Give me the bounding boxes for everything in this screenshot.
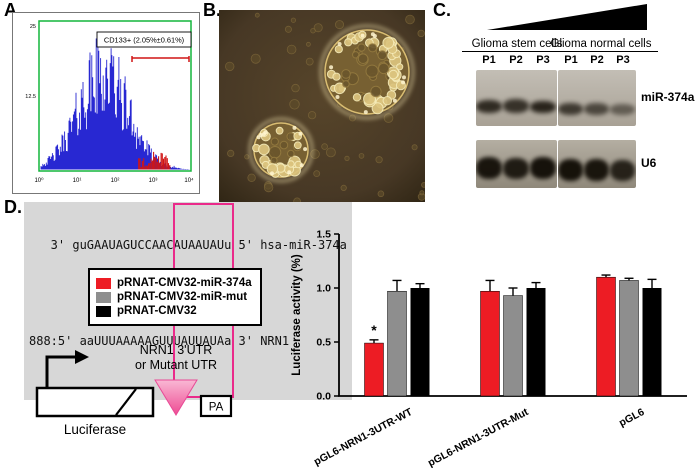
neurosphere-micrograph [219,10,425,202]
legend-label: pRNAT-CMV32-miR-mut [117,291,248,303]
flow-cytometry-plot: 25 12.5 10⁰ 10¹ 10² 10³ 10⁴ CD133+ (2.05… [12,12,200,194]
luciferase-label: Luciferase [64,422,126,437]
blot-band [558,159,583,181]
legend-swatch-gray [96,291,111,303]
blot-mir374a-stem [476,70,557,126]
blot-band [530,101,556,113]
panel-b-label: B. [203,0,221,20]
lane-label-p1: P1 [482,54,496,66]
promoter-arrow-icon [45,355,77,390]
sequence-alignment: 3' guGAAUAGUCCAACAUAAUAUu 5' hsa-miR-374… [24,202,352,400]
svg-text:*: * [371,322,377,338]
neurosphere-clusters [224,12,425,202]
lane-label-p3: P3 [616,54,630,66]
mirna-sequence-line: 3' guGAAUAGUCCAACAUAAUAUu 5' hsa-miR-374… [29,238,347,252]
blot-band [584,103,609,115]
luciferase-gene-box [35,386,155,418]
blot-u6-stem [476,140,557,188]
group-label-glioma-normal-cells: Glioma normal cells [544,38,658,52]
legend-item: pRNAT-CMV32 [96,305,252,317]
legend-item: pRNAT-CMV32-miR-374a [96,277,252,289]
flow-trace [40,38,190,170]
svg-text:1.0: 1.0 [316,283,331,295]
pa-box [199,394,233,418]
blot-band [584,159,609,181]
lane-label-p2: P2 [590,54,604,66]
blot-label-u6: U6 [641,156,657,170]
legend-label: pRNAT-CMV32-miR-374a [117,277,252,289]
svg-text:0.5: 0.5 [316,337,331,349]
blot-u6-normal [558,140,636,188]
svg-text:1.5: 1.5 [316,229,331,241]
construct-legend: pRNAT-CMV32-miR-374a pRNAT-CMV32-miR-mut… [88,268,262,326]
pa-label: PA [209,402,224,414]
panel-c-label: C. [433,0,451,20]
blot-band [503,158,529,179]
increasing-gradient-triangle-icon [487,4,647,30]
utr-label-line1: NRN1 3'UTR [140,343,213,357]
svg-text:Luciferase activity (%): Luciferase activity (%) [291,254,303,376]
svg-text:0.0: 0.0 [316,391,331,403]
flow-histogram-svg: 25 12.5 10⁰ 10¹ 10² 10³ 10⁴ CD133+ (2.05… [25,20,194,184]
lane-label-p2: P2 [509,54,523,66]
legend-item: pRNAT-CMV32-miR-mut [96,291,252,303]
flow-xtick: 10¹ [73,178,82,184]
utr-label-line2: or Mutant UTR [135,358,217,372]
blot-band [558,103,583,115]
legend-label: pRNAT-CMV32 [117,305,197,317]
gene-break-slash [115,388,137,416]
svg-text:pGL6-NRN1-3UTR-Mut: pGL6-NRN1-3UTR-Mut [426,406,531,468]
promoter-arrowhead-icon [75,350,89,364]
lane-label-p1: P1 [564,54,578,66]
legend-swatch-red [96,277,111,289]
flow-xtick: 10⁴ [184,177,194,184]
gate-annotation-box [96,31,192,48]
blot-band [476,100,502,113]
flow-xtick: 10² [111,178,120,184]
gate-annotation-text: CD133+ (2.05%±0.61%) [104,36,184,45]
target-sequence-line: 888:5' aaUUUAAAAAGUUUAUUAUAa 3' NRN1 [29,334,290,348]
blot-band [530,157,556,179]
group-label-glioma-stem-cells: Glioma stem cells [462,38,572,52]
flow-frame [38,20,192,172]
panel-d-label: D. [4,197,22,217]
flow-xtick: 10⁰ [34,177,44,184]
utr-insert-triangle [154,379,198,416]
legend-swatch-black [96,305,111,317]
svg-text:pGL6-NRN1-3UTR-WT: pGL6-NRN1-3UTR-WT [312,406,415,468]
flow-xtick: 10³ [149,178,158,184]
luciferase-construct-diagram: NRN1 3'UTR or Mutant UTR PA Luciferase [35,343,233,437]
luciferase-activity-bar-chart: 0.0 0.5 1.0 1.5 Luciferase activity (%) pGL6-… [291,229,687,468]
svg-text:pGL6: pGL6 [617,406,646,429]
blot-band [610,160,635,181]
blot-band [503,99,529,113]
blot-mir374a-normal [558,70,636,126]
blot-band [610,104,635,115]
flow-ytick-mid: 12.5 [25,94,36,100]
lane-label-p3: P3 [536,54,550,66]
blot-band [476,157,502,179]
flow-ytick-top: 25 [30,24,36,30]
blot-label-mir374a: miR-374a [641,90,695,104]
